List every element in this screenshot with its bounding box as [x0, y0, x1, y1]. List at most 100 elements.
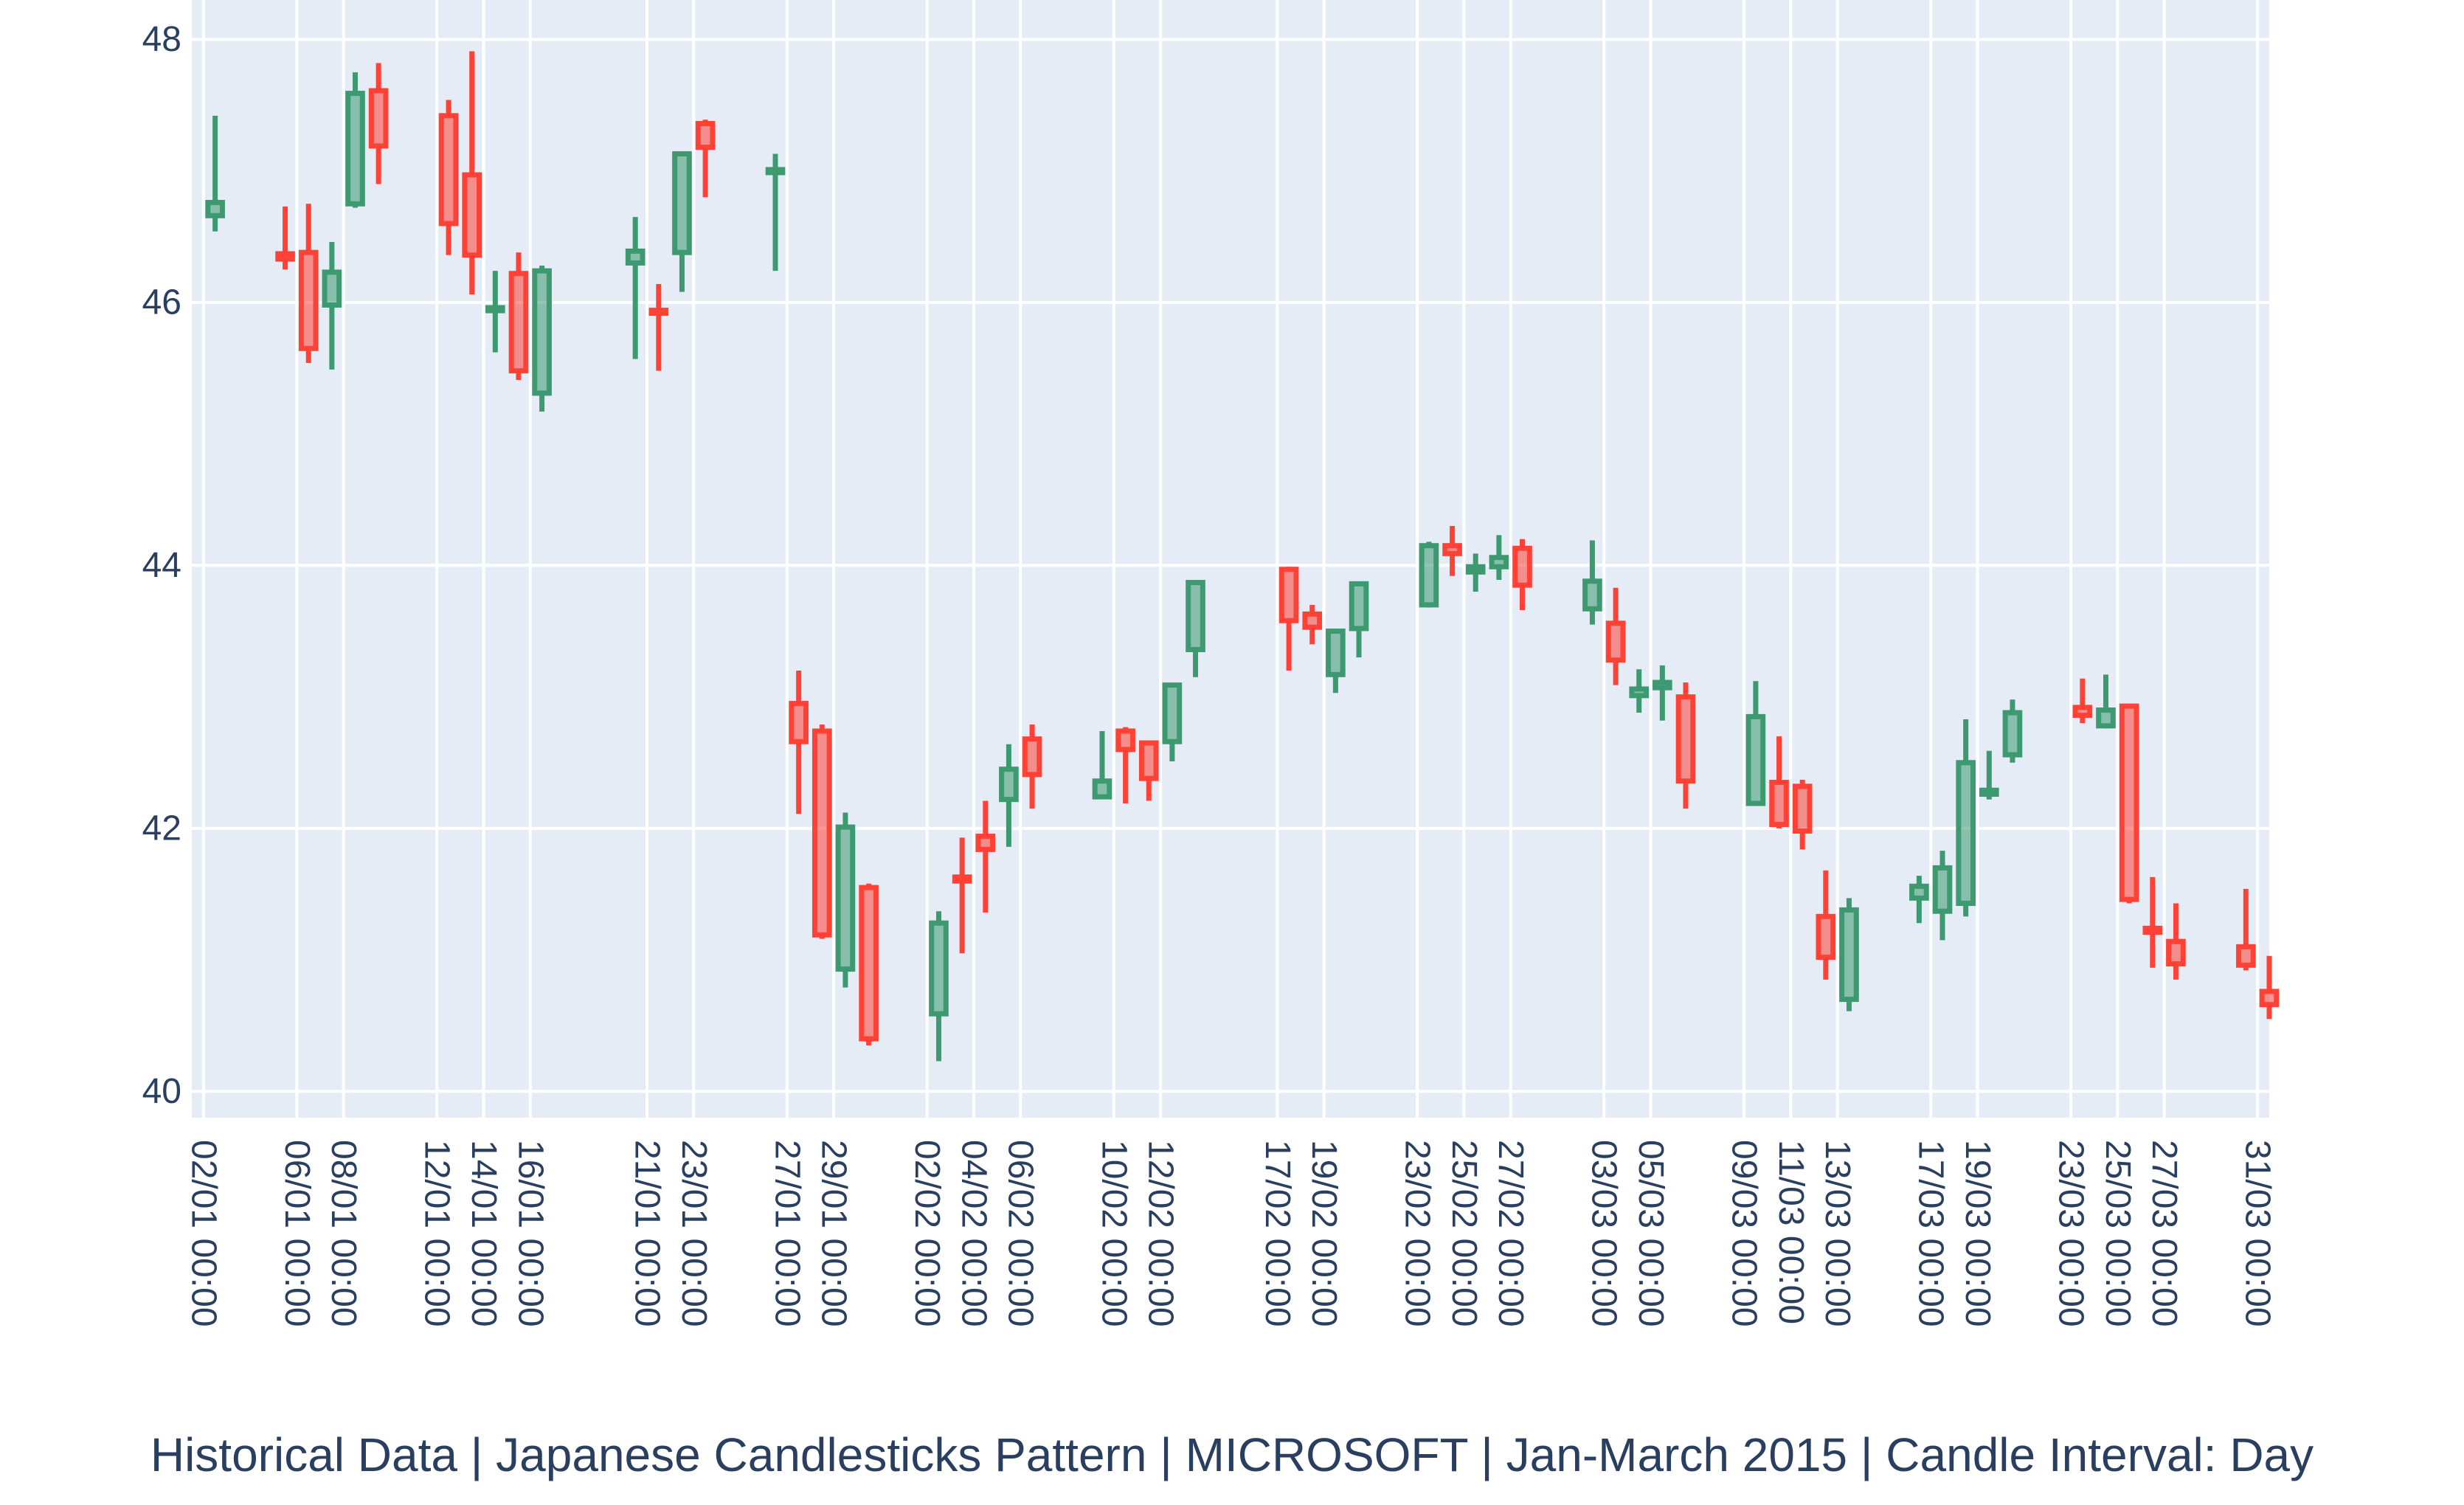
candle-body — [275, 251, 295, 262]
y-axis: 40 42 44 46 48 — [142, 20, 181, 1111]
candle-increasing — [1745, 681, 1766, 806]
candle-body — [298, 249, 319, 351]
candle-decreasing — [2166, 903, 2186, 980]
candle-increasing — [1979, 750, 1999, 800]
candle-decreasing — [1022, 724, 1042, 809]
x-tick-label: 06/02 00:00 — [1001, 1140, 1040, 1327]
candle-body — [2002, 710, 2023, 758]
candle-body — [1653, 679, 1672, 691]
candle-body — [322, 269, 342, 308]
candle-body — [999, 767, 1019, 803]
candle-body — [2142, 925, 2163, 935]
candle-body — [1115, 728, 1135, 752]
candle-body — [1932, 865, 1953, 914]
candle-body — [1629, 686, 1650, 699]
candle-decreasing — [2119, 703, 2139, 904]
x-tick-label: 23/01 00:00 — [674, 1140, 713, 1327]
candle-body — [1909, 883, 1929, 901]
candle-decreasing — [2142, 876, 2163, 968]
candle-body — [1605, 620, 1626, 663]
candle-body — [1839, 907, 1859, 1003]
x-tick-label: 12/01 00:00 — [418, 1140, 457, 1327]
x-tick-label: 05/03 00:00 — [1631, 1140, 1670, 1327]
candle-increasing — [1839, 898, 1859, 1011]
x-tick-label: 27/03 00:00 — [2145, 1140, 2184, 1327]
candle-body — [1792, 783, 1813, 834]
candle-body — [2096, 707, 2116, 729]
candle-increasing — [1956, 719, 1976, 917]
candle-body — [345, 91, 365, 207]
candle-body — [532, 268, 552, 396]
x-tick-label: 25/02 00:00 — [1444, 1140, 1484, 1327]
candle-increasing — [1092, 730, 1112, 800]
candle-increasing — [1909, 876, 1929, 924]
candle-decreasing — [859, 883, 879, 1045]
candle-body — [1769, 780, 1789, 828]
candle-body — [1582, 578, 1602, 612]
y-tick-label: 46 — [142, 283, 181, 322]
candle-body — [672, 151, 692, 255]
x-tick-label: 06/01 00:00 — [277, 1140, 316, 1327]
candle-body — [508, 271, 529, 374]
candle-body — [835, 824, 856, 972]
candle-body — [1816, 913, 1836, 961]
x-tick-label: 19/02 00:00 — [1304, 1140, 1343, 1327]
candle-decreasing — [695, 120, 716, 198]
candle-increasing — [322, 241, 342, 370]
x-tick-label: 17/02 00:00 — [1258, 1140, 1297, 1327]
candle-body — [368, 88, 389, 149]
candle-increasing — [2002, 699, 2023, 763]
candle-increasing — [1653, 665, 1672, 721]
candle-body — [1326, 629, 1346, 677]
x-tick-label: 16/01 00:00 — [511, 1140, 550, 1327]
candle-increasing — [929, 911, 949, 1062]
candle-increasing — [1419, 542, 1439, 608]
candle-body — [625, 248, 646, 266]
candle-increasing — [625, 217, 646, 359]
candle-body — [952, 874, 972, 884]
candle-body — [2072, 705, 2093, 719]
candle-body — [485, 305, 505, 314]
x-tick-label: 27/02 00:00 — [1491, 1140, 1530, 1327]
candle-body — [811, 728, 832, 938]
candle-body — [205, 199, 225, 218]
candle-increasing — [1349, 581, 1369, 658]
x-tick-label: 09/03 00:00 — [1725, 1140, 1764, 1327]
x-tick-label: 14/01 00:00 — [464, 1140, 503, 1327]
candle-body — [2166, 938, 2186, 966]
x-tick-label: 27/01 00:00 — [767, 1140, 806, 1327]
candle-body — [1092, 778, 1112, 800]
candle-decreasing — [648, 283, 669, 371]
candle-body — [1349, 581, 1369, 632]
candle-body — [1979, 787, 1999, 798]
x-tick-label: 19/03 00:00 — [1958, 1140, 1997, 1327]
candle-decreasing — [508, 252, 529, 381]
candle-decreasing — [811, 724, 832, 939]
y-tick-label: 44 — [142, 546, 181, 585]
x-tick-label: 25/03 00:00 — [2098, 1140, 2137, 1327]
candle-decreasing — [2236, 888, 2256, 971]
candle-body — [1138, 740, 1159, 781]
candle-decreasing — [952, 837, 972, 954]
candle-body — [695, 121, 716, 150]
candle-increasing — [1629, 669, 1650, 713]
x-tick-label: 08/01 00:00 — [324, 1140, 363, 1327]
candle-body — [1745, 713, 1766, 806]
x-tick-label: 04/02 00:00 — [954, 1140, 993, 1327]
x-tick-label: 11/03 00:00 — [1771, 1140, 1810, 1324]
x-tick-label: 12/02 00:00 — [1141, 1140, 1180, 1327]
x-tick-label: 23/02 00:00 — [1398, 1140, 1437, 1327]
candles-layer — [205, 51, 2280, 1062]
candle-decreasing — [462, 51, 482, 295]
candle-decreasing — [275, 206, 295, 270]
candle-body — [1675, 694, 1696, 784]
candle-body — [1489, 555, 1509, 570]
candle-body — [1278, 567, 1299, 623]
candle-body — [1186, 580, 1205, 652]
candle-decreasing — [1792, 779, 1813, 850]
candle-decreasing — [368, 63, 389, 184]
candle-increasing — [765, 153, 786, 271]
candle-increasing — [1326, 629, 1346, 693]
